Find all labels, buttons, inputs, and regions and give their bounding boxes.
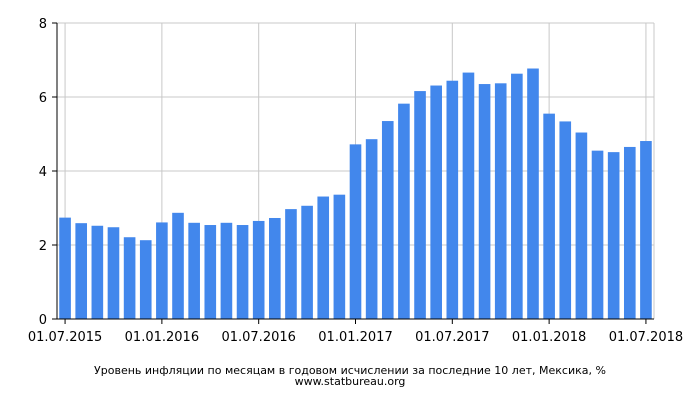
bar-2015-11: [123, 237, 136, 319]
y-tick-labels: 0 2 4 6 8: [39, 17, 47, 328]
bar-2016-01: [156, 222, 168, 319]
bar-2016-07: [252, 220, 265, 319]
x-tick-label: 01.01.2016: [125, 330, 199, 345]
bar-2017-08: [462, 72, 475, 319]
bar-2017-05: [414, 91, 426, 319]
bar-2016-11: [317, 196, 330, 319]
x-tick-label: 01.07.2015: [28, 330, 102, 345]
bar-2015-08: [75, 223, 88, 319]
bar-2018-01: [543, 113, 555, 320]
bar-2018-05: [607, 152, 620, 319]
bar-2017-06: [430, 85, 442, 319]
bar-2017-12: [527, 68, 539, 319]
y-tick-label: 6: [39, 91, 47, 106]
bar-2016-08: [269, 217, 281, 319]
y-tick-label: 4: [39, 165, 47, 180]
bar-2017-09: [478, 84, 491, 319]
x-tick-label: 01.07.2017: [415, 330, 489, 345]
bar-2017-04: [398, 103, 410, 319]
axes: [52, 22, 654, 324]
bar-2017-03: [381, 121, 394, 319]
bar-2018-02: [559, 121, 572, 319]
bar-2017-02: [365, 139, 378, 319]
bar-2018-04: [591, 150, 604, 319]
x-tick-label: 01.01.2017: [318, 330, 392, 345]
bar-2017-01: [349, 144, 362, 319]
bar-2015-09: [91, 225, 104, 319]
bar-2016-09: [285, 209, 297, 319]
bar-2017-07: [446, 80, 459, 319]
bar-2017-11: [511, 73, 523, 319]
x-tick-label: 01.07.2018: [609, 330, 683, 345]
x-tick-label: 01.07.2016: [221, 330, 295, 345]
bar-2015-12: [139, 240, 152, 319]
x-tick-labels: 01.07.2015 01.01.2016 01.07.2016 01.01.2017…: [28, 330, 683, 345]
bar-2015-10: [107, 227, 120, 319]
bar-2016-06: [236, 225, 249, 319]
bar-2016-04: [204, 225, 217, 319]
bar-2017-10: [494, 83, 507, 319]
bar-2016-12: [333, 194, 346, 319]
bars: [59, 68, 652, 320]
bar-2016-03: [188, 222, 200, 319]
bar-2015-07: [59, 217, 71, 319]
y-tick-label: 0: [39, 313, 47, 328]
y-tick-label: 2: [39, 239, 47, 254]
bar-2018-03: [575, 132, 588, 319]
y-tick-label: 8: [39, 17, 47, 32]
x-tick-label: 01.01.2018: [512, 330, 586, 345]
chart-source: www.statbureau.org: [294, 375, 406, 388]
chart-title: Уровень инфляции по месяцам в годовом ис…: [94, 364, 606, 377]
bar-2018-06: [623, 146, 636, 319]
bar-2016-05: [220, 222, 233, 319]
bar-2018-07: [640, 141, 652, 319]
bar-2016-10: [301, 205, 313, 319]
bar-2016-02: [172, 212, 184, 319]
